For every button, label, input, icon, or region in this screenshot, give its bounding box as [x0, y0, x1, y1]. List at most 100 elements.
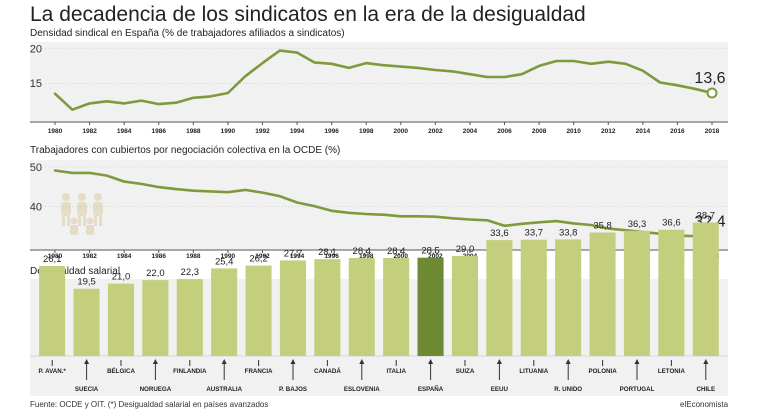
- chart3-value-label: 36,6: [662, 218, 681, 229]
- chart3-value-label: 26,1: [43, 254, 62, 265]
- page-title: La decadencia de los sindicatos en la er…: [30, 3, 586, 26]
- chart2-x-tick-label: 1996: [324, 253, 339, 260]
- chart3-category-label: CANADÁ: [314, 368, 341, 375]
- chart3-value-label: 33,8: [559, 227, 578, 238]
- chart3-value-label: 28,1: [318, 247, 337, 258]
- chart2-series-line: [53, 169, 714, 238]
- chart3-value-label: 25,4: [215, 256, 234, 267]
- chart1-x-tick-label: 2018: [705, 128, 720, 135]
- chart2-x-tick-label: 1986: [152, 253, 167, 260]
- chart3-category-label: P. BAJOS: [279, 386, 307, 393]
- chart2-x-tick-label: 1988: [186, 253, 201, 260]
- chart3-bar: [658, 229, 685, 356]
- chart2-x-tick-label: 1982: [82, 253, 97, 260]
- chart3-bar: [107, 283, 134, 357]
- chart3-bar: [623, 230, 650, 356]
- chart3-value-label: 38,7: [697, 210, 716, 221]
- chart2-x-tick-label: 1998: [359, 253, 374, 260]
- chart3-value-label: 21,0: [112, 272, 131, 283]
- chart1-x-tick-label: 1990: [221, 128, 236, 135]
- chart2-x-tick-label: 2000: [394, 253, 409, 260]
- chart3-bar: [692, 222, 719, 356]
- chart1-x-tick-label: 1986: [152, 128, 167, 135]
- chart3-bar: [314, 259, 341, 356]
- chart1-end-label: 13,6: [694, 70, 725, 87]
- chart2-x-tick-label: 1994: [290, 253, 305, 260]
- chart1-x-tick-label: 1980: [48, 128, 63, 135]
- chart3-value-label: 28,4: [387, 246, 406, 257]
- chart3-category-label: R. UNIDO: [554, 386, 582, 393]
- chart1-x-tick-label: 1988: [186, 128, 201, 135]
- chart3-category-arrow: [290, 359, 296, 364]
- chart1-series-line: [53, 49, 714, 111]
- chart3-bar: [176, 279, 203, 356]
- chart1-x-tick-label: 2006: [497, 128, 512, 135]
- chart3-bar: [520, 239, 547, 356]
- chart1-x-tick-label: 2002: [428, 128, 443, 135]
- chart3-bar: [383, 258, 410, 356]
- chart1-x-tick-label: 1982: [82, 128, 97, 135]
- chart1-y-tick-label: 15: [30, 78, 42, 90]
- chart3-value-label: 22,0: [146, 268, 165, 279]
- chart3-bar: [279, 260, 306, 356]
- chart2-x-tick-label: 1980: [48, 253, 63, 260]
- chart2-y-tick-label: 50: [30, 162, 42, 174]
- chart2-x-tick-label: 1992: [255, 253, 270, 260]
- chart3-category-label: P. AVAN.*: [39, 368, 67, 375]
- chart3-category-arrow: [634, 359, 640, 364]
- chart3-category-arrow: [703, 359, 709, 364]
- chart3-value-label: 28,5: [421, 246, 440, 257]
- chart1-x-tick-label: 2010: [566, 128, 581, 135]
- chart3-category-label: FINLANDIA: [173, 368, 207, 375]
- chart3-category-label: PORTUGAL: [620, 386, 655, 393]
- chart2-panel: [30, 160, 728, 250]
- chart1-title: Densidad sindical en España (% de trabaj…: [30, 28, 345, 39]
- chart3-bar: [73, 288, 100, 356]
- chart1-x-tick-label: 2008: [532, 128, 547, 135]
- chart3-value-label: 29,0: [456, 244, 475, 255]
- chart3-category-label: LITUANIA: [519, 368, 548, 375]
- brand-logo: elEconomista: [680, 400, 729, 409]
- chart1-end-marker: [706, 87, 718, 99]
- chart3-category-label: BÉLGICA: [107, 367, 135, 375]
- chart3-value-label: 33,6: [490, 228, 509, 239]
- chart3-bar: [39, 266, 66, 356]
- workers-icon: [61, 193, 103, 235]
- chart3-value-label: 26,2: [249, 254, 268, 265]
- chart3-category-label: ESPAÑA: [418, 386, 444, 393]
- chart3-bar: [451, 255, 478, 356]
- chart3-category-label: NORUEGA: [140, 386, 172, 393]
- chart2-x-tick-label: 1984: [117, 253, 132, 260]
- chart3-category-arrow: [565, 359, 571, 364]
- chart3-category-label: ESLOVENIA: [344, 386, 380, 393]
- chart3-category-label: CHILE: [697, 386, 716, 393]
- chart3-category-label: FRANCIA: [245, 368, 273, 375]
- chart3-value-label: 27,7: [284, 248, 303, 259]
- chart3-value-label: 35,8: [593, 220, 612, 231]
- chart3-value-label: 36,3: [628, 219, 647, 230]
- chart1-x-tick-label: 2014: [636, 128, 651, 135]
- chart3-category-label: SUIZA: [456, 368, 475, 375]
- chart3-category-arrow: [359, 359, 365, 364]
- chart3-bar: [245, 265, 272, 356]
- chart1-x-tick-label: 2012: [601, 128, 616, 135]
- chart3-value-label: 28,4: [353, 246, 372, 257]
- source-note: Fuente: OCDE y OIT. (*) Desigualdad sala…: [30, 400, 269, 409]
- chart3-panel: [30, 279, 728, 396]
- chart1-x-tick-label: 1998: [359, 128, 374, 135]
- chart3-category-label: LETONIA: [658, 368, 686, 375]
- chart2-title: Trabajadores con cubiertos por negociaci…: [30, 145, 341, 156]
- chart3-bar: [589, 232, 616, 356]
- chart3-bar: [211, 268, 238, 356]
- chart3-value-label: 22,3: [181, 267, 200, 278]
- chart3-value-label: 33,7: [525, 228, 544, 239]
- chart2-x-tick-label: 1990: [221, 253, 236, 260]
- chart2-x-tick-label: 2002: [428, 253, 443, 260]
- chart1-panel: [30, 42, 728, 122]
- chart3-value-label: 19,5: [77, 277, 96, 288]
- chart3-category-arrow: [152, 359, 158, 364]
- chart3-category-label: POLONIA: [588, 368, 617, 375]
- chart3-category-label: AUSTRALIA: [206, 386, 242, 393]
- chart3-category-arrow: [496, 359, 502, 364]
- chart1-x-tick-label: 2000: [394, 128, 409, 135]
